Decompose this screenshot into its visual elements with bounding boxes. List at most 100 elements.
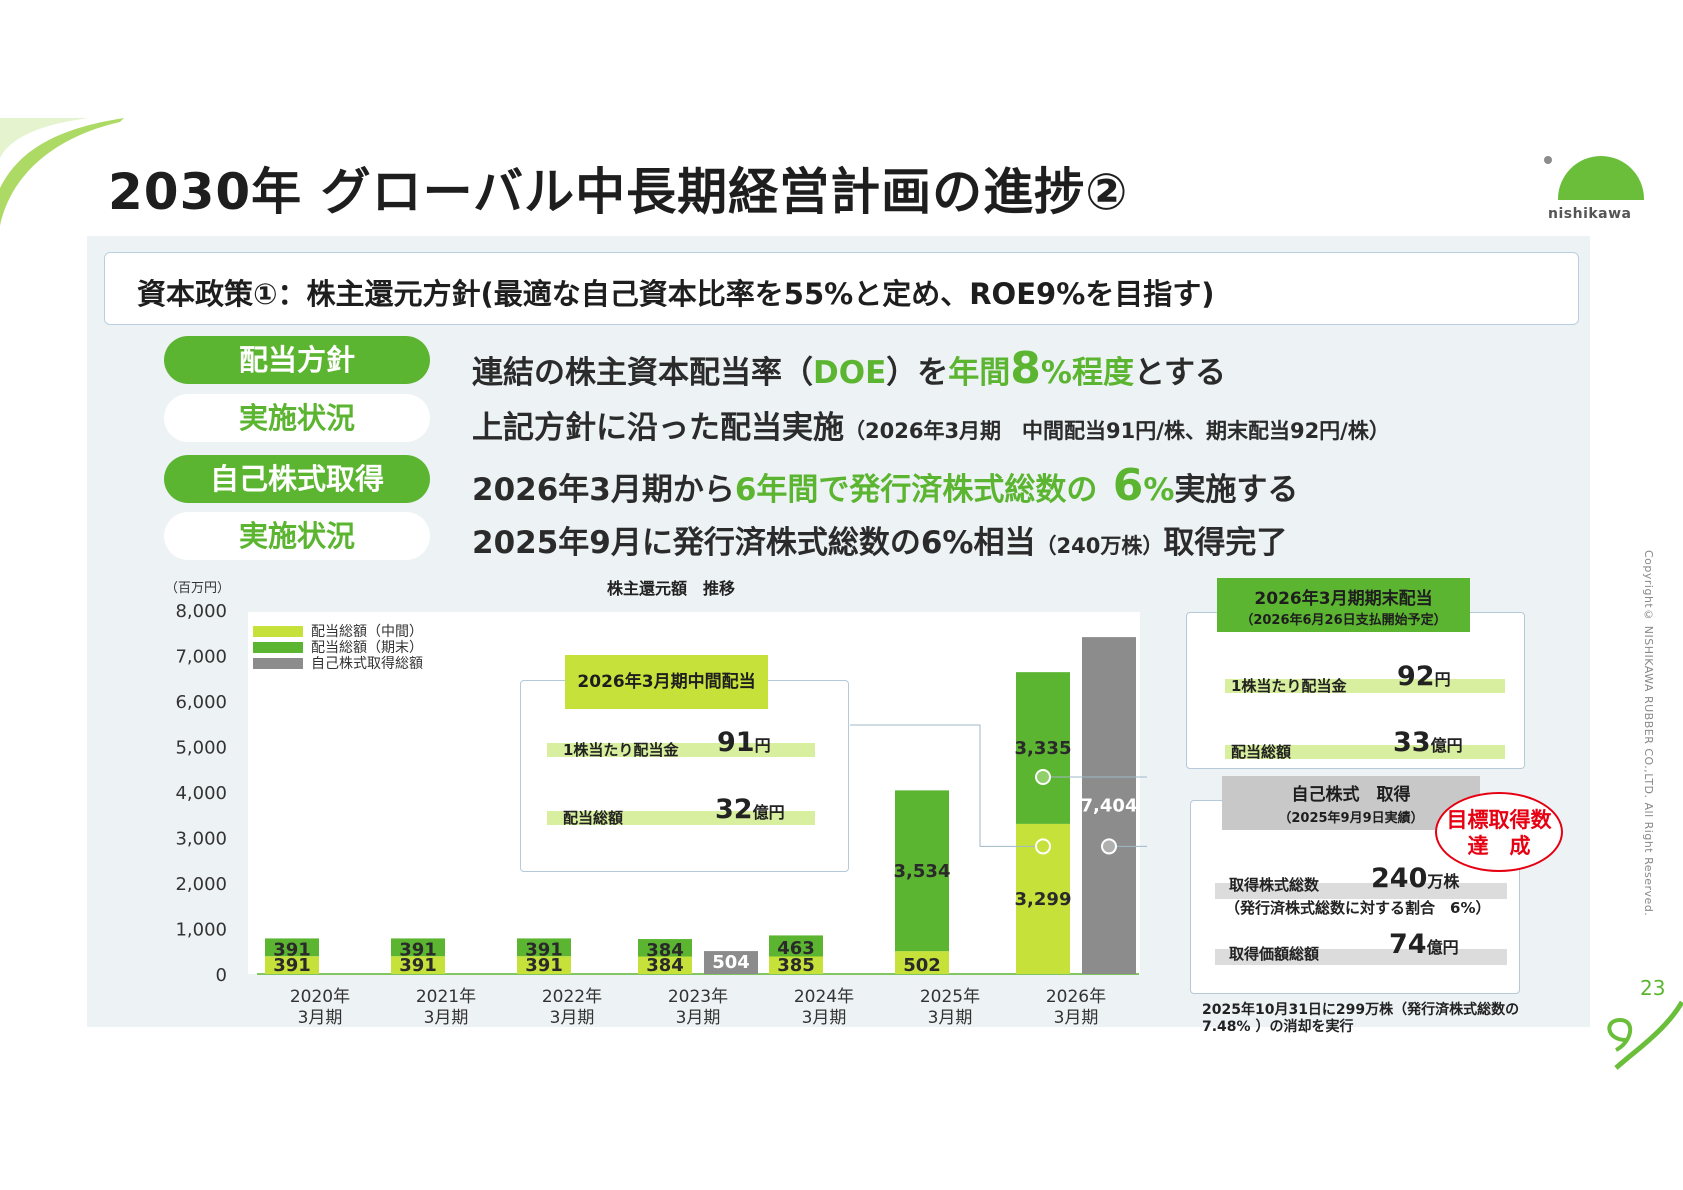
decorative-swoosh-top: [0, 118, 124, 226]
copyright-notice: Copyright© NISHIKAWA RUBBER CO.,LTD. All…: [1642, 550, 1655, 917]
badge-line1: 目標取得数: [1446, 808, 1552, 832]
buyback-header-title: 自己株式 取得: [1291, 785, 1411, 805]
bar-interim-label: 384: [646, 955, 684, 976]
chart-title: 株主還元額 推移: [607, 579, 735, 598]
row-implementation-2: 2025年9月に発行済株式総数の6%相当（240万株）取得完了: [472, 517, 1287, 562]
bar-final-label: 3,335: [1015, 738, 1072, 759]
bar-interim: [517, 956, 571, 974]
buyback-band-1: [1215, 883, 1507, 899]
bar-interim-label: 385: [777, 955, 815, 976]
marker-final: [1035, 769, 1051, 786]
bar-interim: [638, 956, 692, 974]
bar-final-label: 463: [777, 938, 815, 959]
logo-dome-icon: [1558, 156, 1644, 200]
x-tick-label-period: 3月期: [1054, 1008, 1099, 1028]
y-tick-label: 2,000: [175, 874, 227, 895]
x-tick-label-period: 3月期: [928, 1008, 973, 1028]
bar-buyback-label: 7,404: [1081, 796, 1138, 817]
y-tick-label: 4,000: [175, 783, 227, 804]
bar-interim-label: 391: [525, 955, 563, 976]
final-dividend-header: 2026年3月期期末配当 （2026年6月26日支払開始予定）: [1217, 578, 1470, 632]
bar-final: [1016, 672, 1070, 824]
final-header-title: 2026年3月期期末配当: [1254, 589, 1433, 609]
bar-interim: [265, 956, 319, 974]
row2-note: （2026年3月期 中間配当91円/株、期末配当92円/株）: [844, 419, 1390, 443]
final-dividend-callout: 1株当たり配当金 92円 配当総額 33億円: [1186, 612, 1525, 769]
pill-implementation-status-1: 実施状況: [164, 394, 430, 442]
buyback-header: 自己株式 取得 （2025年9月9日実績）: [1222, 776, 1480, 830]
x-tick-label-period: 3月期: [298, 1008, 343, 1028]
row1-part-eight: 8: [1010, 343, 1041, 394]
x-tick-label-year: 2026年: [1046, 987, 1106, 1007]
logo-dot-icon: [1544, 156, 1552, 164]
x-tick-label-year: 2021年: [416, 987, 476, 1007]
bar-interim: [895, 951, 949, 974]
page-number: 23: [1640, 976, 1666, 1000]
buyback-amount-value: 74億円: [1389, 929, 1459, 960]
bar-final: [517, 938, 571, 957]
shareholder-return-chart: 株主還元額 推移 （百万円） 0 1,000 2,000 3,000 4,000 5,000 6…: [165, 579, 1147, 1028]
x-tick-label-year: 2023年: [668, 987, 728, 1007]
bar-interim-label: 502: [903, 955, 941, 976]
y-tick-label: 8,000: [175, 601, 227, 622]
badge-line2: 達 成: [1467, 834, 1531, 858]
row-dividend-policy: 連結の株主資本配当率（DOE）を年間8%程度とする: [472, 343, 1226, 394]
legend-swatch: [253, 626, 303, 637]
x-tick-label-year: 2025年: [920, 987, 980, 1007]
cancellation-footnote: 2025年10月31日に299万株（発行済株式総数の7.48% ）の消却を実行: [1202, 1002, 1520, 1035]
x-tick-label-period: 3月期: [802, 1008, 847, 1028]
buyback-amount-label: 取得価額総額: [1229, 945, 1320, 963]
goal-achieved-badge: 目標取得数 達 成: [1435, 792, 1563, 872]
x-tick-label-year: 2020年: [290, 987, 350, 1007]
bar-final: [265, 938, 319, 957]
row1-part-percent: %程度: [1040, 355, 1134, 391]
final-per-share-value: 92円: [1397, 661, 1451, 692]
buyback-header-sub: （2025年9月9日実績）: [1278, 811, 1424, 826]
interim-per-share-label: 1株当たり配当金: [563, 741, 679, 759]
x-tick-label-period: 3月期: [676, 1008, 721, 1028]
row3-part-end: 実施する: [1174, 472, 1299, 508]
x-tick-label-year: 2022年: [542, 987, 602, 1007]
logo-text: nishikawa: [1548, 206, 1632, 222]
legend-label: 自己株式取得総額: [311, 655, 423, 672]
marker-interim: [1035, 838, 1051, 855]
x-tick-label-period: 3月期: [550, 1008, 595, 1028]
row-share-buyback: 2026年3月期から6年間で発行済株式総数の 6%実施する: [472, 460, 1298, 511]
row-implementation-1: 上記方針に沿った配当実施（2026年3月期 中間配当91円/株、期末配当92円/…: [472, 402, 1390, 447]
bar-buyback-label: 504: [712, 952, 750, 973]
buyback-band-2: [1215, 949, 1507, 965]
row3-part-b: 6年間で発行済株式総数の: [734, 472, 1098, 508]
pill-dividend-policy: 配当方針: [164, 336, 430, 384]
policy-box: 資本政策①：株主還元方針(最適な自己資本比率を55%と定め、ROE9%を目指す): [104, 252, 1579, 325]
chart-unit-label: （百万円）: [165, 581, 230, 596]
bar-interim: [769, 956, 823, 974]
company-logo: nishikawa: [1544, 152, 1644, 224]
bar-final-label: 391: [525, 939, 563, 960]
y-tick-label: 7,000: [175, 647, 227, 668]
bar-interim-label: 391: [399, 955, 437, 976]
decorative-swoosh-bottom: [1607, 1000, 1683, 1070]
bar-interim: [391, 956, 445, 974]
y-tick-label: 5,000: [175, 738, 227, 759]
legend-label: 配当総額（期末）: [311, 640, 423, 656]
policy-heading: 資本政策①：株主還元方針(最適な自己資本比率を55%と定め、ROE9%を目指す): [137, 277, 1215, 311]
buyback-shares-label: 取得株式総数: [1229, 876, 1320, 894]
connector-interim: [850, 724, 1043, 847]
interim-per-share-value: 91円: [717, 727, 771, 758]
y-tick-label: 1,000: [175, 920, 227, 941]
row3-part-a: 2026年3月期から: [472, 472, 735, 508]
row1-part-a: 連結の株主資本配当率（: [472, 355, 813, 391]
row2-main: 上記方針に沿った配当実施: [472, 410, 844, 446]
bar-interim-label: 391: [273, 955, 311, 976]
bar-final-label: 3,534: [894, 861, 951, 882]
connector-buyback: [1109, 845, 1147, 847]
bar-final-label: 384: [646, 940, 684, 961]
page-title: 2030年 グローバル中長期経営計画の進捗②: [108, 163, 1129, 221]
marker-buyback: [1101, 838, 1117, 855]
row1-part-doe: DOE: [813, 355, 887, 391]
row4-note: （240万株）: [1035, 534, 1164, 558]
row1-part-annual: 年間: [948, 355, 1011, 391]
row4-main: 2025年9月に発行済株式総数の6%相当: [472, 525, 1036, 561]
interim-dividend-callout: 1株当たり配当金 91円 配当総額 32億円: [520, 680, 849, 872]
buyback-shares-note: （発行済株式総数に対する割合 6%）: [1225, 899, 1491, 917]
